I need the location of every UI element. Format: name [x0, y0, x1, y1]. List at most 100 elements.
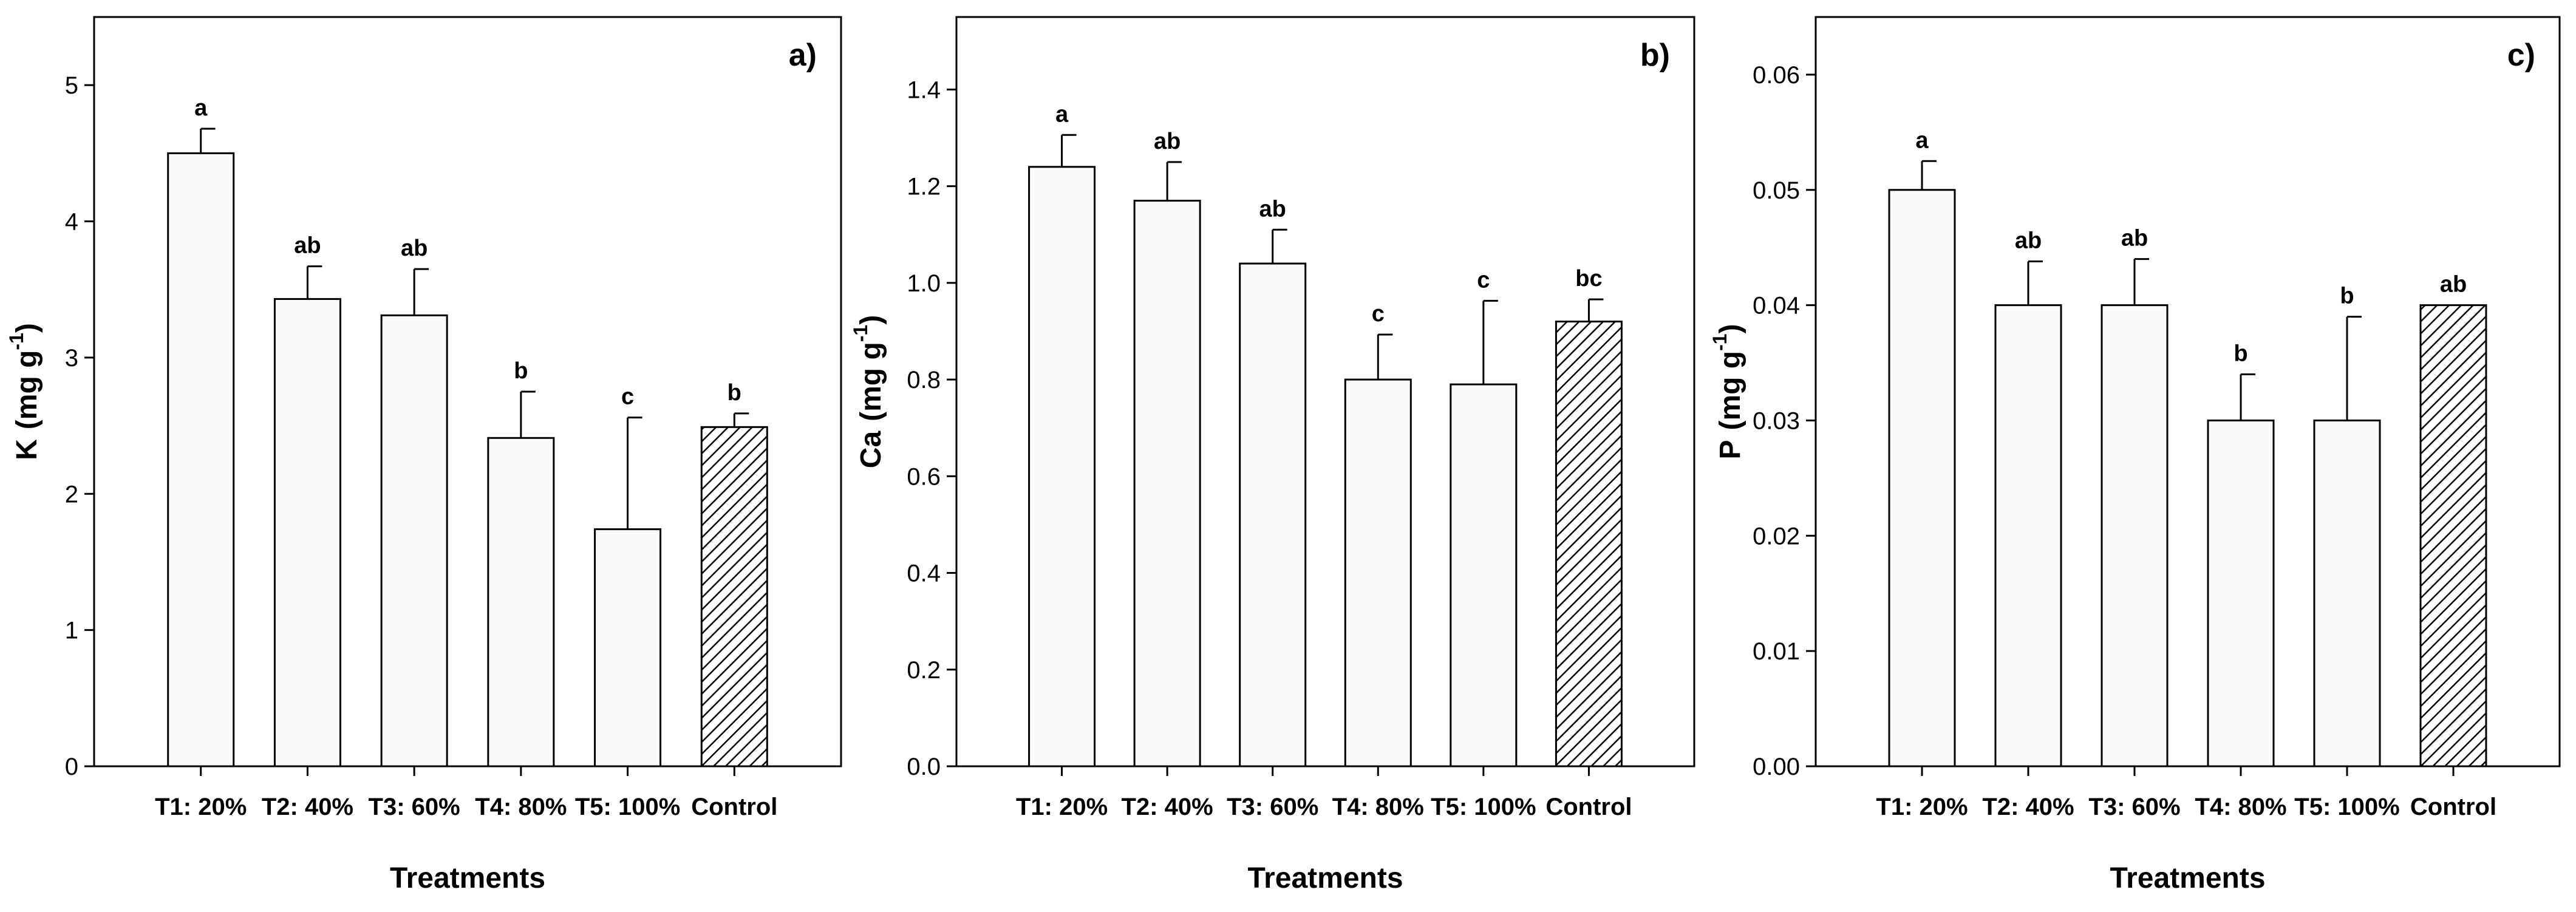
chart-panel-2: 0.0 0.2 0.4 0.6 0.8 1.0 1.2 1.4 a T1: 20% ab T2: 40… — [850, 16, 1695, 894]
significance-label: ab — [2440, 272, 2467, 298]
x-category-label: T1: 20% — [1876, 794, 1968, 820]
significance-label: bc — [1575, 266, 1602, 291]
x-axis-title: Treatments — [390, 862, 545, 894]
bar-t3-60 — [1239, 262, 1307, 767]
x-category-label: T3: 60% — [2088, 794, 2180, 820]
x-category-label: T5: 100% — [575, 794, 680, 820]
x-category-label: T1: 20% — [155, 794, 247, 820]
significance-label: a — [1915, 128, 1929, 153]
y-tick-label: 0.6 — [907, 463, 941, 490]
significance-label: b — [2234, 341, 2247, 367]
x-category-label: T3: 60% — [1227, 794, 1318, 820]
y-tick-label: 0.8 — [907, 367, 941, 393]
significance-label: ab — [1259, 196, 1286, 222]
y-tick-label: 1.2 — [907, 174, 941, 200]
significance-label: a — [1055, 101, 1069, 127]
significance-label: c — [1477, 267, 1490, 293]
x-category-label: T5: 100% — [1431, 794, 1536, 820]
x-axis-title: Treatments — [2110, 862, 2265, 894]
bar-t1-20 — [1028, 166, 1096, 767]
y-axis-title-exponent: -1 — [5, 333, 27, 350]
significance-label: ab — [401, 236, 428, 261]
y-tick-label: 0.03 — [1753, 407, 1800, 434]
y-tick-label: 2 — [65, 481, 78, 508]
x-category-label: T4: 80% — [475, 794, 567, 820]
significance-label: b — [727, 380, 741, 406]
y-axis-title: P (mg g-1) — [1709, 324, 1746, 459]
chart-panel-3: 0.00 0.01 0.02 0.03 0.04 0.05 0.06 a T1: 20% ab T2… — [1709, 16, 2561, 894]
y-axis-title-exponent: -1 — [850, 325, 871, 342]
y-tick-label: 1.0 — [907, 270, 941, 297]
y-axis-title: Ca (mg g-1) — [850, 315, 887, 468]
bar-t2-40 — [273, 298, 341, 767]
significance-label: ab — [2015, 228, 2042, 253]
panel-label: a) — [789, 38, 817, 73]
y-axis-title: K (mg g-1) — [5, 323, 43, 460]
y-tick-label: 0.00 — [1753, 754, 1800, 780]
plot-frame — [93, 16, 842, 767]
x-category-label: Control — [2410, 794, 2496, 820]
x-category-label: T4: 80% — [2195, 794, 2286, 820]
bar-t1-20 — [167, 152, 235, 767]
y-tick-label: 0.06 — [1753, 62, 1800, 89]
bar-t3-60 — [380, 314, 448, 767]
bar-t2-40 — [1994, 304, 2062, 767]
y-tick-label: 0.05 — [1753, 177, 1800, 204]
bar-t1-20 — [1888, 189, 1956, 767]
chart-panel-1: 0 1 2 3 4 5 a T1: 20% ab T2: 40% ab T3: 60% b T4: 80%… — [5, 16, 842, 894]
y-tick-label: 0.4 — [907, 560, 941, 587]
y-axis-title-close: ) — [855, 315, 887, 325]
y-axis-title-exponent: -1 — [1709, 333, 1731, 350]
x-category-label: T2: 40% — [1982, 794, 2074, 820]
y-tick-label: 3 — [65, 345, 78, 372]
x-category-label: Control — [1545, 794, 1632, 820]
y-tick-label: 0 — [65, 754, 78, 780]
plot-frame — [1814, 16, 2561, 767]
y-axis-title-close: ) — [11, 323, 43, 333]
significance-label: c — [621, 384, 634, 410]
x-category-label: T1: 20% — [1016, 794, 1108, 820]
y-tick-label: 1 — [65, 618, 78, 644]
bar-t4-80 — [1344, 378, 1412, 767]
y-tick-label: 0.2 — [907, 657, 941, 684]
y-tick-label: 5 — [65, 72, 78, 99]
x-category-label: Control — [691, 794, 777, 820]
significance-label: ab — [1154, 129, 1181, 154]
x-category-label: T2: 40% — [1122, 794, 1213, 820]
panel-label: c) — [2507, 38, 2535, 73]
y-axis-title-unit: (mg g — [11, 350, 43, 430]
y-axis-title-main: K — [11, 439, 43, 460]
y-axis-title-unit: (mg g — [1714, 351, 1746, 430]
y-axis-title-close: ) — [1714, 324, 1746, 333]
y-tick-label: 1.4 — [907, 77, 941, 103]
y-tick-label: 0.04 — [1753, 293, 1800, 319]
bar-control — [700, 426, 768, 767]
bar-control — [1555, 321, 1623, 767]
bar-t4-80 — [2207, 419, 2275, 767]
bar-t2-40 — [1133, 200, 1201, 767]
bar-t5-100 — [1450, 383, 1518, 767]
x-category-label: T4: 80% — [1332, 794, 1424, 820]
panel-label: b) — [1640, 38, 1670, 73]
y-tick-label: 4 — [65, 209, 78, 236]
bar-t3-60 — [2101, 304, 2169, 767]
y-axis-title-main: Ca — [855, 431, 887, 469]
y-tick-label: 0.0 — [907, 754, 941, 780]
x-category-label: T5: 100% — [2294, 794, 2399, 820]
y-tick-label: 0.02 — [1753, 523, 1800, 550]
x-category-label: T2: 40% — [262, 794, 353, 820]
significance-label: a — [194, 95, 208, 121]
bar-t5-100 — [594, 528, 662, 767]
bar-control — [2419, 304, 2487, 767]
x-category-label: T3: 60% — [369, 794, 460, 820]
y-axis-title-unit: (mg g — [855, 342, 887, 421]
significance-label: b — [2340, 284, 2354, 309]
y-tick-label: 0.01 — [1753, 638, 1800, 665]
plot-frame — [955, 16, 1695, 767]
bar-t5-100 — [2313, 419, 2381, 767]
significance-label: ab — [294, 233, 321, 259]
y-axis-title-main: P — [1714, 440, 1746, 460]
bar-t4-80 — [487, 437, 555, 767]
